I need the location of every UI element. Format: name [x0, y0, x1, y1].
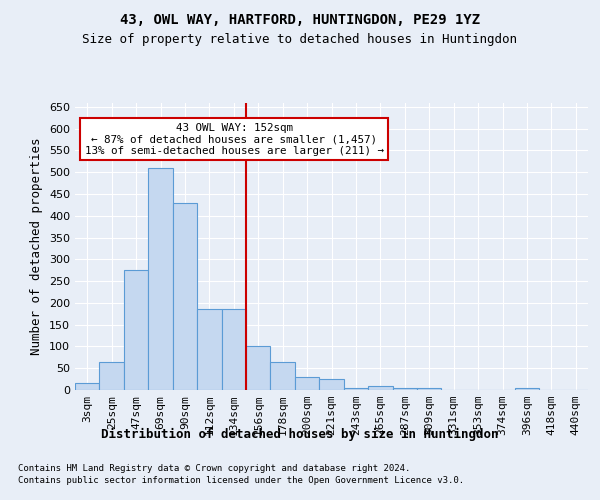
Bar	[197, 310, 221, 390]
Bar	[246, 346, 271, 390]
Text: 43, OWL WAY, HARTFORD, HUNTINGDON, PE29 1YZ: 43, OWL WAY, HARTFORD, HUNTINGDON, PE29 …	[120, 12, 480, 26]
Bar	[295, 377, 319, 390]
Bar	[124, 270, 148, 390]
Text: Size of property relative to detached houses in Huntingdon: Size of property relative to detached ho…	[83, 32, 517, 46]
Bar	[75, 384, 100, 390]
Bar	[221, 310, 246, 390]
Bar	[344, 388, 368, 390]
Bar	[271, 362, 295, 390]
Bar	[100, 362, 124, 390]
Bar	[148, 168, 173, 390]
Y-axis label: Number of detached properties: Number of detached properties	[31, 138, 43, 355]
Text: Contains HM Land Registry data © Crown copyright and database right 2024.: Contains HM Land Registry data © Crown c…	[18, 464, 410, 473]
Bar	[173, 202, 197, 390]
Bar	[417, 388, 442, 390]
Text: Contains public sector information licensed under the Open Government Licence v3: Contains public sector information licen…	[18, 476, 464, 485]
Text: Distribution of detached houses by size in Huntingdon: Distribution of detached houses by size …	[101, 428, 499, 440]
Text: 43 OWL WAY: 152sqm
← 87% of detached houses are smaller (1,457)
13% of semi-deta: 43 OWL WAY: 152sqm ← 87% of detached hou…	[85, 122, 383, 156]
Bar	[319, 379, 344, 390]
Bar	[392, 388, 417, 390]
Bar	[515, 388, 539, 390]
Bar	[368, 386, 392, 390]
